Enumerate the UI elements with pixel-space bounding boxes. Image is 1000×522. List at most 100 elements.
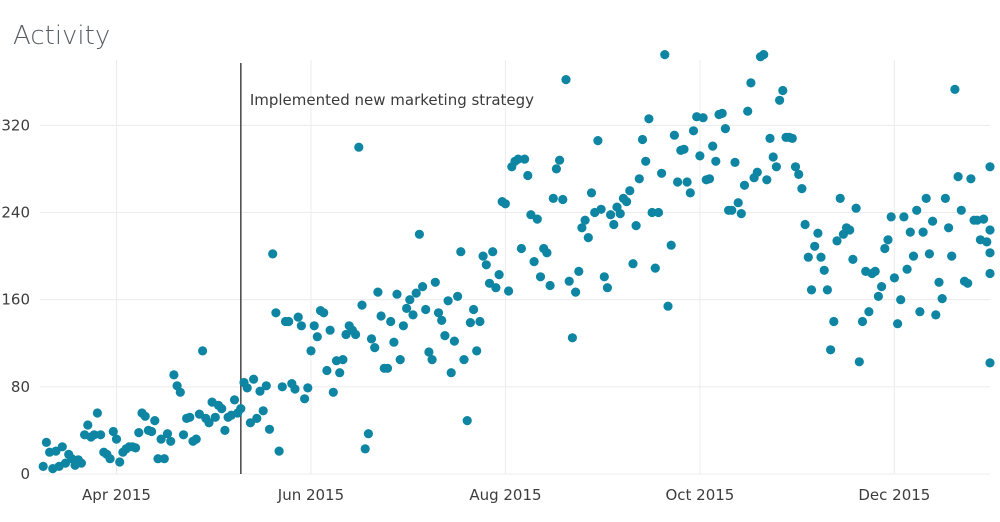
data-point — [870, 266, 880, 276]
data-point — [564, 276, 574, 286]
data-point — [475, 316, 485, 327]
data-point — [615, 209, 625, 219]
data-point — [411, 288, 421, 298]
annotation-text: Implemented new marketing strategy — [250, 91, 534, 109]
data-point — [500, 199, 510, 209]
data-point — [979, 214, 989, 224]
data-point — [220, 425, 230, 435]
data-point — [382, 363, 393, 373]
data-point — [717, 108, 727, 118]
data-point — [335, 368, 345, 378]
data-point — [797, 184, 807, 194]
data-point — [376, 311, 386, 321]
data-point — [41, 437, 52, 447]
data-point — [918, 227, 928, 237]
data-point — [561, 75, 571, 85]
data-point — [634, 174, 644, 184]
data-point — [57, 442, 67, 452]
data-point — [832, 236, 842, 246]
data-point — [752, 167, 762, 177]
data-point — [571, 287, 581, 297]
data-point — [293, 312, 303, 322]
data-point — [899, 212, 909, 222]
data-point — [363, 429, 373, 439]
data-point — [481, 260, 491, 270]
data-point — [472, 346, 482, 356]
data-point — [727, 205, 737, 215]
data-point — [730, 157, 740, 167]
data-point — [602, 283, 613, 293]
data-point — [453, 291, 463, 301]
data-point — [555, 155, 565, 165]
data-point — [551, 164, 562, 174]
data-point — [902, 264, 912, 274]
data-point — [526, 210, 536, 220]
data-point — [653, 207, 664, 218]
data-point — [720, 124, 731, 134]
data-point — [96, 430, 106, 440]
data-point — [666, 240, 676, 250]
chart-title: Activity — [13, 21, 110, 51]
data-point — [140, 411, 150, 421]
x-tick-label: Aug 2015 — [469, 486, 541, 504]
data-point — [940, 193, 951, 203]
data-point — [889, 273, 900, 283]
data-point — [166, 436, 176, 446]
data-point — [739, 180, 750, 190]
data-point — [255, 386, 265, 396]
data-point — [354, 142, 364, 152]
data-point — [806, 285, 817, 295]
data-point — [268, 249, 278, 259]
data-point — [131, 443, 141, 453]
data-point — [873, 291, 884, 301]
data-point — [663, 301, 673, 311]
data-point — [147, 426, 157, 437]
data-point — [328, 387, 338, 397]
data-point — [637, 134, 648, 145]
data-point — [111, 434, 122, 444]
data-point — [421, 304, 431, 315]
data-point — [787, 133, 797, 143]
data-point — [816, 252, 826, 262]
data-point — [854, 357, 864, 367]
data-point — [236, 404, 246, 414]
data-point — [488, 247, 498, 257]
data-point — [92, 408, 102, 418]
data-point — [928, 216, 938, 226]
data-point — [704, 174, 715, 184]
data-point — [303, 383, 313, 393]
data-point — [198, 346, 208, 356]
data-point — [296, 321, 306, 331]
data-point — [185, 412, 195, 422]
data-point — [83, 420, 93, 430]
data-point — [535, 272, 546, 282]
data-point — [953, 172, 963, 182]
data-point — [542, 248, 552, 258]
data-point — [545, 280, 555, 291]
data-point — [38, 461, 48, 471]
data-point — [532, 214, 542, 224]
x-tick-label: Apr 2015 — [82, 486, 151, 504]
data-point — [574, 266, 584, 276]
data-point — [449, 336, 459, 346]
data-point — [765, 133, 775, 143]
data-point — [628, 259, 638, 269]
data-point — [966, 174, 976, 184]
data-point — [880, 243, 890, 254]
data-point — [743, 106, 753, 116]
point-layer — [38, 50, 995, 474]
data-point — [567, 333, 578, 343]
data-point — [459, 355, 469, 365]
data-point — [963, 278, 973, 288]
data-point — [800, 219, 810, 230]
data-point — [516, 243, 527, 254]
data-point — [156, 434, 166, 444]
data-point — [76, 458, 86, 468]
data-point — [386, 316, 396, 327]
data-point — [274, 446, 284, 456]
data-point — [306, 346, 316, 356]
data-point — [768, 152, 778, 162]
data-point — [115, 457, 125, 467]
data-point — [790, 162, 801, 172]
data-point — [351, 329, 361, 340]
